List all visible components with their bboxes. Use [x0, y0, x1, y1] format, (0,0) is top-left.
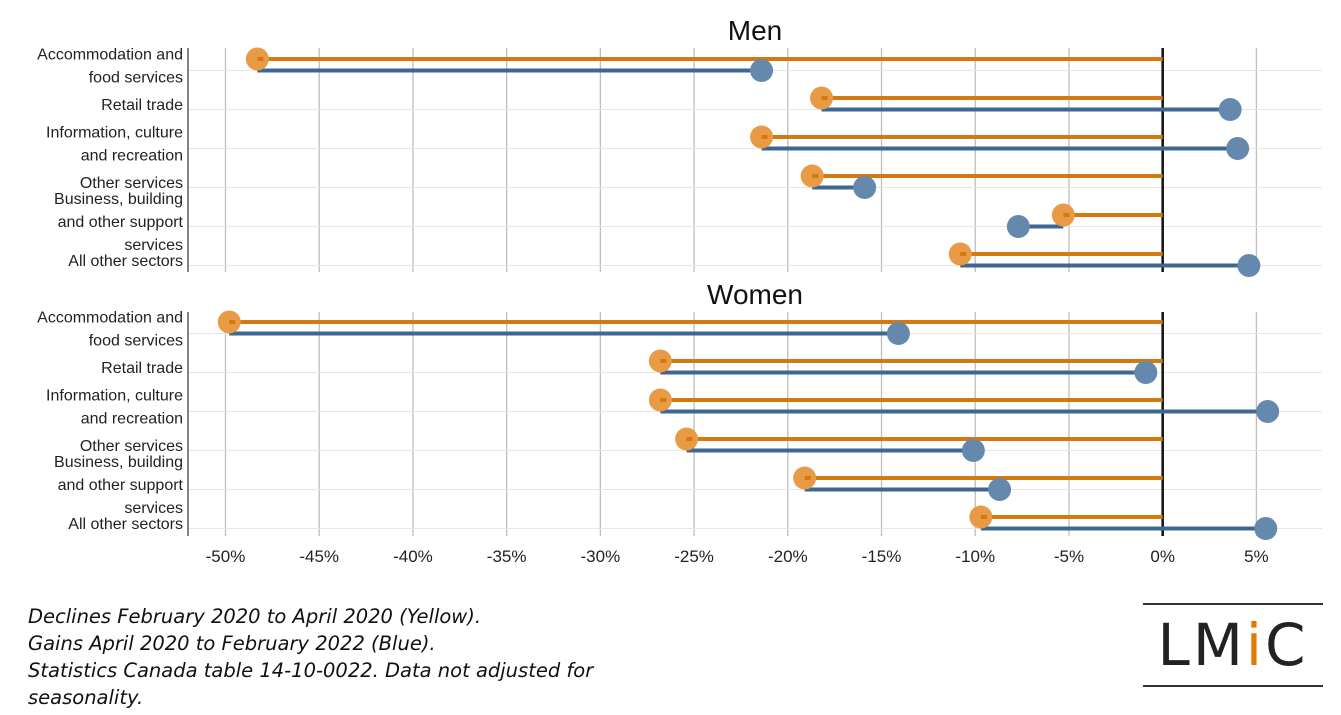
category-label: Business, building	[54, 454, 183, 471]
gain-dot	[1237, 254, 1261, 277]
x-tick-label: 0%	[1150, 547, 1175, 566]
category-label: and other support	[58, 477, 184, 494]
gain-dot	[750, 59, 774, 82]
lmic-logo: LMiC	[1143, 603, 1323, 687]
footnote: Declines February 2020 to April 2020 (Ye…	[28, 603, 728, 711]
x-tick-label: -10%	[955, 547, 995, 566]
gain-dot	[988, 478, 1012, 501]
panel-title: Women	[707, 279, 803, 310]
gain-dot	[1256, 400, 1280, 423]
category-label: food services	[89, 332, 183, 349]
logo-top-rule	[1143, 603, 1323, 605]
gain-dot	[1254, 517, 1278, 540]
category-label: Accommodation and	[37, 309, 183, 326]
x-tick-label: -25%	[674, 547, 714, 566]
category-label: and recreation	[81, 410, 183, 427]
category-label: services	[124, 500, 183, 517]
gain-dot	[853, 176, 877, 199]
x-tick-label: -45%	[299, 547, 339, 566]
footnote-line-declines: Declines February 2020 to April 2020 (Ye…	[28, 605, 482, 628]
category-label: and other support	[58, 214, 184, 231]
category-label: Business, building	[54, 191, 183, 208]
gain-dot	[1218, 98, 1242, 121]
category-label: services	[124, 237, 183, 254]
category-label: Accommodation and	[37, 46, 183, 63]
x-tick-label: -30%	[581, 547, 621, 566]
panel-title: Men	[728, 15, 782, 46]
footnote-line-seasonality: seasonality.	[28, 686, 144, 709]
dumbbell-chart: Men Accommodation and food services Retail …	[37, 15, 1322, 566]
category-label: All other sectors	[68, 253, 183, 270]
logo-text: LMiC	[1157, 611, 1309, 679]
panel-men: Men Accommodation and food services Retail …	[37, 15, 1322, 277]
x-tick-label: -20%	[768, 547, 808, 566]
gain-dot	[1006, 215, 1030, 238]
category-label: food services	[89, 69, 183, 86]
x-tick-label: -5%	[1054, 547, 1084, 566]
x-tick-label: 5%	[1244, 547, 1269, 566]
category-label: All other sectors	[68, 516, 183, 533]
category-label: Other services	[80, 175, 183, 192]
x-tick-label: -35%	[487, 547, 527, 566]
logo-bottom-rule	[1143, 685, 1323, 687]
gain-dot	[886, 322, 910, 345]
gain-dot	[1134, 361, 1158, 384]
category-label: and recreation	[81, 147, 183, 164]
x-tick-label: -40%	[393, 547, 433, 566]
category-label: Retail trade	[101, 97, 183, 114]
footnote-line-source: Statistics Canada table 14-10-0022. Data…	[28, 659, 594, 682]
category-label: Retail trade	[101, 360, 183, 377]
x-tick-label: -15%	[862, 547, 902, 566]
category-label: Information, culture	[46, 124, 183, 141]
category-label: Other services	[80, 438, 183, 455]
footnote-line-gains: Gains April 2020 to February 2022 (Blue)…	[28, 632, 436, 655]
panel-women: Women Accommodation and food services Retai…	[37, 279, 1322, 540]
x-tick-label: -50%	[206, 547, 246, 566]
category-label: Information, culture	[46, 387, 183, 404]
gain-dot	[1226, 137, 1250, 160]
gain-dot	[961, 439, 985, 462]
